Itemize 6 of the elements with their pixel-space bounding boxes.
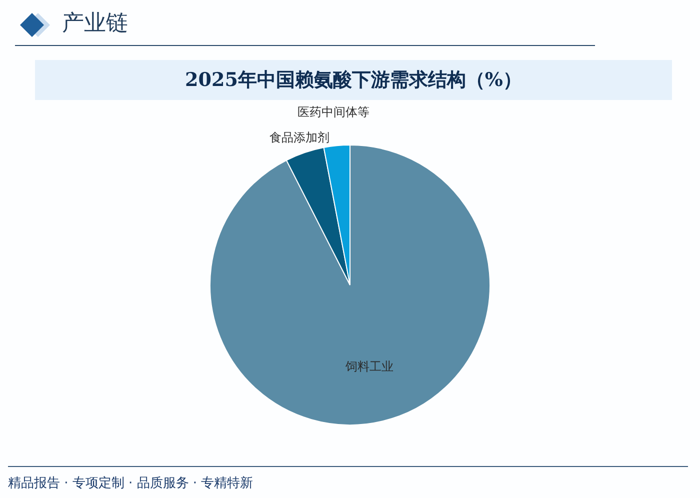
slice-label: 饲料工业 (344, 360, 394, 374)
text: 产业链 (62, 10, 128, 38)
slice-label: 食品添加剂 (269, 130, 330, 144)
slice-label: 医药中间体等 (298, 104, 370, 119)
text: 精品报告 · 专项定制 · 品质服务 · 专精特新 (8, 475, 254, 492)
pie-slice (210, 144, 490, 426)
